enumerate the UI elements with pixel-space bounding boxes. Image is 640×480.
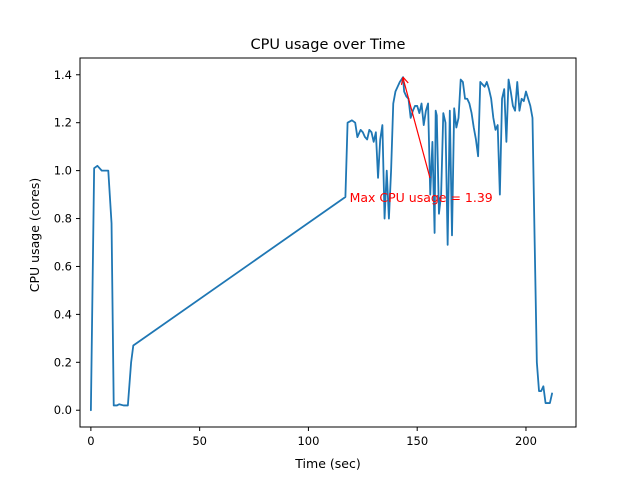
- y-tick-label: 0.4: [54, 307, 72, 321]
- y-tick-label: 0.8: [54, 212, 72, 226]
- series-layer: [89, 76, 553, 412]
- chart-title: CPU usage over Time: [251, 37, 406, 53]
- x-axis-label: Time (sec): [294, 456, 360, 471]
- annotation-layer: Max CPU usage = 1.39: [350, 76, 493, 205]
- axes-layer: 0 50 100 150 200 0.0 0.2 0.4 0.6 0.8 1.0 1.2 1.4: [54, 57, 577, 448]
- x-tick-label: 150: [406, 434, 428, 448]
- plot-frame: [79, 57, 577, 428]
- x-tick-label: 100: [297, 434, 319, 448]
- series-line: [89, 76, 553, 412]
- annotation-arrow-head: [400, 76, 409, 85]
- x-tick-label: 200: [515, 434, 537, 448]
- y-tick-label: 0.2: [54, 355, 72, 369]
- y-tick-label: 0.0: [54, 403, 72, 417]
- x-tick-label: 50: [192, 434, 207, 448]
- y-tick-label: 1.4: [54, 68, 72, 82]
- y-tick-label: 1.0: [54, 164, 72, 178]
- x-tick-label: 0: [87, 434, 94, 448]
- y-tick-label: 0.6: [54, 259, 72, 273]
- y-tick-label: 1.2: [54, 116, 72, 130]
- y-axis-label: CPU usage (cores): [27, 178, 42, 292]
- annotation-arrow-line: [402, 78, 431, 179]
- annotation-label: Max CPU usage = 1.39: [350, 190, 493, 205]
